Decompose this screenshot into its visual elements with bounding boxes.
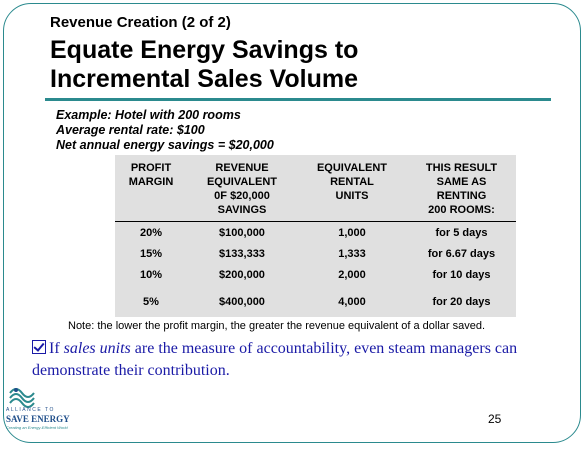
table-cell: 10% [139,268,163,281]
header-rental-units: EQUIVALENT RENTAL UNITS [297,155,407,222]
slide-frame [3,3,581,443]
table-row: 15% $133,333 1,333 for 6.67 days [115,243,516,264]
table-cell: for 6.67 days [427,247,496,260]
table-cell: 15% [139,247,163,260]
header-profit-margin: PROFIT MARGIN [115,155,187,222]
logo-tagline: Creating an Energy-Efficient World [6,425,68,430]
header-revenue-equivalent: REVENUE EQUIVALENT 0F $20,000 SAVINGS [187,155,297,222]
logo-line-2: SAVE ENERGY [6,414,70,424]
alliance-logo-icon [9,388,35,408]
table-cell: $133,333 [219,247,265,260]
page-number: 25 [488,412,502,426]
table-row: 5% $400,000 4,000 for 20 days [115,285,516,312]
slide-subtitle: Revenue Creation (2 of 2) [50,14,231,31]
example-block: Example: Hotel with 200 rooms Average re… [56,108,274,153]
table-row: 10% $200,000 2,000 for 10 days [115,264,516,285]
bullet-point: If sales units are the measure of accoun… [32,338,562,382]
table-header-row: PROFIT MARGIN REVENUE EQUIVALENT 0F $20,… [115,155,516,222]
example-line: Average rental rate: $100 [56,123,205,137]
table-cell: 1,333 [338,247,366,260]
table-cell: $200,000 [219,268,265,281]
bullet-rest: are the measure of accountability, even … [32,340,518,379]
table-cell: for 10 days [432,268,491,281]
title-underline [45,98,551,101]
table-cell: for 20 days [432,295,491,308]
table-cell: $100,000 [219,226,265,239]
table-cell: 4,000 [338,295,366,308]
table-cell: 5% [143,295,159,308]
example-line: Net annual energy savings = $20,000 [56,138,274,152]
title-line-1: Equate Energy Savings to [50,36,359,64]
table-cell: 2,000 [338,268,366,281]
checkbox-icon [32,340,46,354]
table-cell: $400,000 [219,295,265,308]
table-cell: 20% [139,226,163,239]
slide-title: Equate Energy Savings to Incremental Sal… [50,36,358,94]
bullet-emphasis: sales units [63,340,131,357]
example-line: Example: Hotel with 200 rooms [56,108,241,122]
results-table: PROFIT MARGIN REVENUE EQUIVALENT 0F $20,… [115,155,516,317]
title-line-2: Incremental Sales Volume [50,65,358,93]
bullet-prefix: If [49,340,64,357]
table-note: Note: the lower the profit margin, the g… [68,320,486,332]
header-same-as-renting: THIS RESULT SAME AS RENTING 200 ROOMS: [407,155,516,222]
table-cell: 1,000 [338,226,366,239]
table-row: 20% $100,000 1,000 for 5 days [115,222,516,244]
table-cell: for 5 days [435,226,488,239]
logo-line-1: ALLIANCE TO [6,407,55,413]
